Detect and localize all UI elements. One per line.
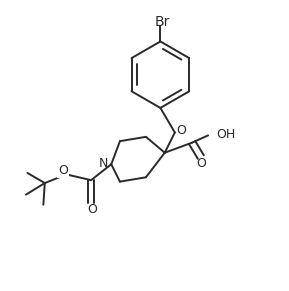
Text: O: O xyxy=(58,164,68,178)
Text: OH: OH xyxy=(217,128,236,141)
Text: O: O xyxy=(196,157,206,170)
Text: N: N xyxy=(99,157,108,170)
Text: O: O xyxy=(87,203,97,216)
Text: O: O xyxy=(176,124,186,137)
Text: Br: Br xyxy=(154,15,170,29)
